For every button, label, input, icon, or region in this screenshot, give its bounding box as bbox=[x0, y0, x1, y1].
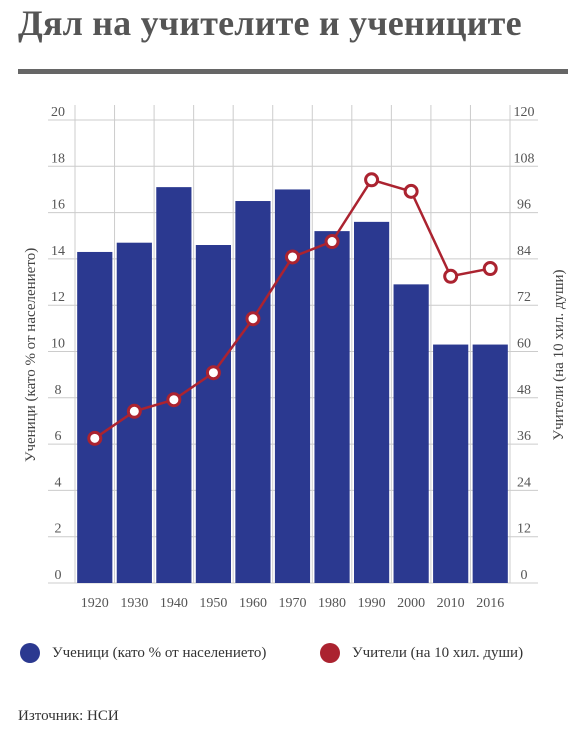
bar-series bbox=[77, 187, 508, 584]
line-point bbox=[482, 261, 498, 277]
y-tick-right: 72 bbox=[517, 290, 531, 305]
y-tick-left: 2 bbox=[55, 522, 62, 537]
y-tick-right: 0 bbox=[521, 568, 528, 583]
line-point bbox=[364, 172, 380, 188]
legend-students-label: Ученици (като % от населението) bbox=[52, 644, 267, 661]
y-tick-left: 20 bbox=[51, 105, 65, 120]
y-tick-left: 6 bbox=[55, 429, 62, 444]
line-point bbox=[324, 234, 340, 250]
y-axis-right-label: Учители (на 10 хил. души) bbox=[551, 269, 567, 440]
x-tick-label: 1970 bbox=[279, 596, 307, 611]
legend-teachers-label: Учители (на 10 хил. души) bbox=[352, 644, 524, 661]
line-point bbox=[285, 249, 300, 265]
y-tick-right: 24 bbox=[517, 475, 531, 490]
y-axis-left-label: Ученици (като % от населението) bbox=[23, 248, 39, 462]
y-tick-left: 14 bbox=[51, 244, 65, 259]
y-tick-right: 108 bbox=[514, 151, 535, 166]
tick-labels: 0246810121416182001224364860728496108120… bbox=[51, 105, 535, 611]
source-note: Източник: НСИ bbox=[18, 708, 119, 724]
page-title: Дял на учителите и учениците bbox=[18, 3, 522, 43]
legend-students-swatch-icon bbox=[20, 643, 40, 663]
x-tick-label: 1990 bbox=[358, 596, 386, 611]
combo-chart: 0246810121416182001224364860728496108120… bbox=[23, 105, 567, 611]
y-tick-right: 36 bbox=[517, 429, 531, 444]
y-tick-left: 4 bbox=[55, 475, 62, 490]
line-point bbox=[87, 430, 103, 446]
y-tick-right: 96 bbox=[517, 198, 531, 213]
y-tick-right: 12 bbox=[517, 522, 531, 537]
line-point bbox=[403, 183, 419, 199]
line-point bbox=[443, 268, 459, 284]
x-tick-label: 1950 bbox=[199, 596, 227, 611]
bar bbox=[314, 231, 350, 583]
legend-item-students: Ученици (като % от населението) bbox=[20, 643, 266, 663]
bar bbox=[235, 201, 271, 583]
x-tick-label: 1960 bbox=[239, 596, 267, 611]
y-tick-left: 12 bbox=[51, 290, 65, 305]
bar bbox=[156, 187, 192, 583]
y-tick-right: 48 bbox=[517, 383, 531, 398]
bar bbox=[433, 344, 469, 583]
bar bbox=[77, 251, 113, 583]
x-tick-label: 2016 bbox=[476, 596, 504, 611]
x-tick-label: 2010 bbox=[437, 596, 465, 611]
y-tick-left: 0 bbox=[55, 568, 62, 583]
bar bbox=[353, 221, 390, 584]
bar bbox=[472, 344, 508, 583]
title-divider bbox=[18, 69, 568, 74]
y-tick-left: 16 bbox=[51, 198, 65, 213]
line-point bbox=[245, 311, 261, 327]
line-point bbox=[205, 365, 221, 381]
y-tick-left: 10 bbox=[51, 337, 65, 352]
y-tick-left: 18 bbox=[51, 151, 65, 166]
x-tick-label: 1930 bbox=[120, 596, 148, 611]
bar bbox=[393, 284, 429, 583]
y-tick-right: 60 bbox=[517, 337, 531, 352]
line-point bbox=[126, 403, 142, 419]
line-point bbox=[166, 392, 182, 408]
x-tick-label: 1920 bbox=[81, 596, 109, 611]
y-tick-right: 84 bbox=[517, 244, 531, 259]
bar bbox=[274, 189, 311, 583]
legend-teachers-swatch-icon bbox=[320, 643, 340, 663]
y-tick-right: 120 bbox=[514, 105, 535, 120]
y-tick-left: 8 bbox=[55, 383, 62, 398]
x-tick-label: 1980 bbox=[318, 596, 346, 611]
x-tick-label: 1940 bbox=[160, 596, 188, 611]
line-series bbox=[87, 172, 498, 446]
x-tick-label: 2000 bbox=[397, 596, 425, 611]
bar bbox=[195, 245, 232, 583]
legend-item-teachers: Учители (на 10 хил. души) bbox=[320, 643, 523, 663]
